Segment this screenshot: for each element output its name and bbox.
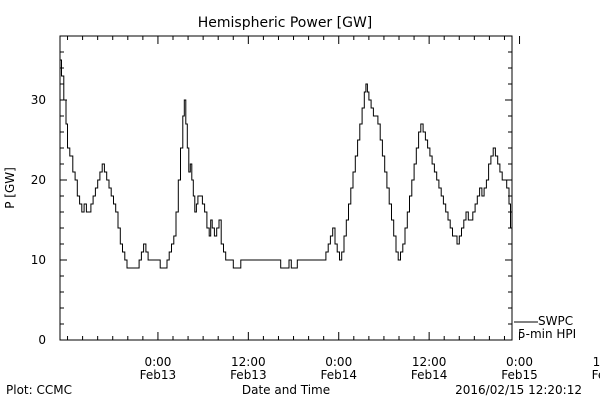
plot-credit: Plot: CCMC <box>6 383 72 397</box>
plot-frame <box>59 35 513 341</box>
x-tick-label-time: 12:00 <box>231 355 266 369</box>
x-axis-label: Date and Time <box>242 383 330 397</box>
plot-timestamp: 2016/02/15 12:20:12 <box>455 383 582 397</box>
x-tick-label-date: Feb13 <box>230 368 267 382</box>
hpi-series-line <box>60 59 513 269</box>
x-tick-label-time: 0:00 <box>325 355 352 369</box>
x-tick-label-date: Feb14 <box>320 368 357 382</box>
x-tick-label-date: Feb15 <box>592 368 600 382</box>
x-tick-label-date: Feb13 <box>140 368 177 382</box>
legend-label-source: SWPC <box>538 314 573 328</box>
x-tick-label-time: 12:00 <box>593 355 600 369</box>
x-tick-label-time: 0:00 <box>506 355 533 369</box>
chart-title: Hemispheric Power [GW] <box>198 15 373 31</box>
y-axis-label: P [GW] <box>3 167 17 209</box>
legend-label-type: 5-min HPI <box>518 327 576 341</box>
y-tick-label: 30 <box>31 93 46 107</box>
x-axis: 0:00Feb1312:00Feb130:00Feb1412:00Feb140:… <box>67 36 600 382</box>
y-axis: 0 10 20 30 <box>31 35 512 347</box>
x-tick-label-time: 0:00 <box>144 355 171 369</box>
y-tick-label: 20 <box>31 173 46 187</box>
y-tick-label: 10 <box>31 253 46 267</box>
x-tick-label-time: 12:00 <box>412 355 447 369</box>
y-tick-label: 0 <box>38 333 46 347</box>
x-tick-label-date: Feb15 <box>501 368 538 382</box>
x-tick-label-date: Feb14 <box>411 368 448 382</box>
